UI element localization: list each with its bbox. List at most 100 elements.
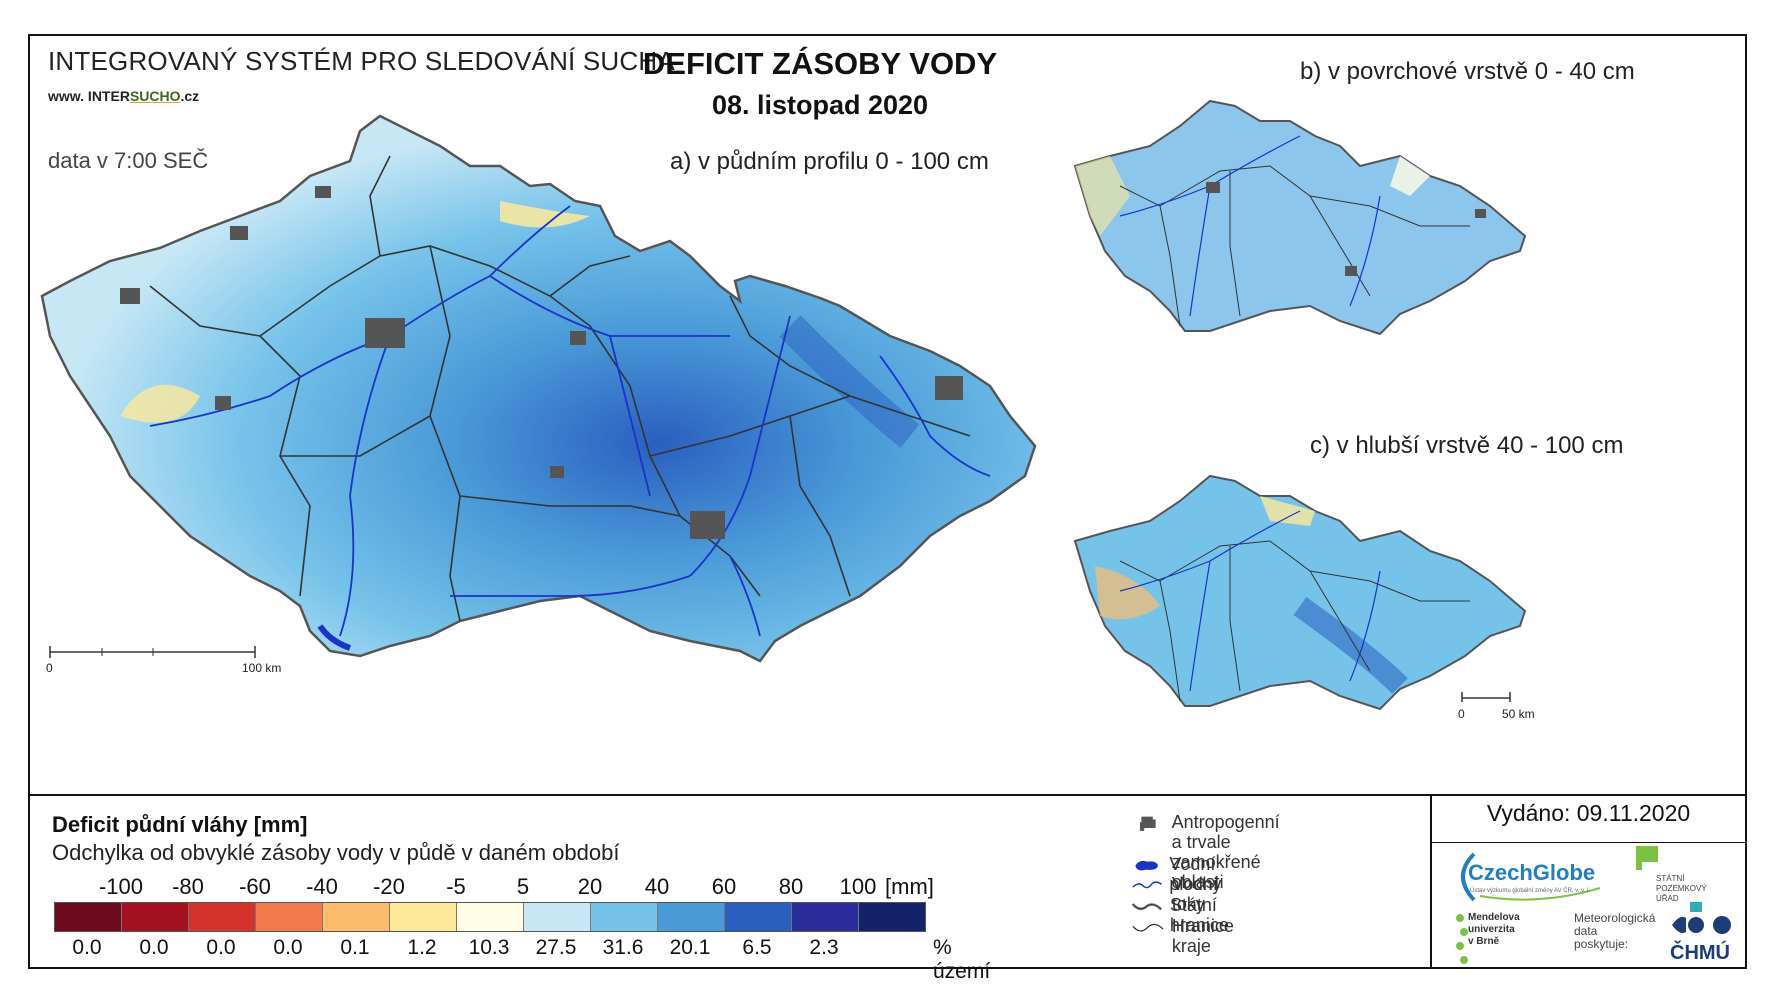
chmu-text: ČHMÚ xyxy=(1670,942,1730,964)
legend-swatch xyxy=(55,903,122,931)
region-border-icon xyxy=(1132,923,1164,932)
legend-percent-value: 31.6 xyxy=(602,936,644,959)
meteo-line3: poskytuje: xyxy=(1574,937,1629,951)
chmu-logo-mark xyxy=(1670,914,1734,941)
legend-river-label: Vodní toky xyxy=(1171,874,1218,914)
legend-percent-value: 0.0 xyxy=(206,936,236,959)
legend-colorbar xyxy=(54,902,926,932)
state-border-icon xyxy=(1131,903,1163,911)
issued-date: Vydáno: 09.11.2020 xyxy=(1486,800,1691,826)
footer-vertical-separator xyxy=(1430,794,1432,969)
legend-percent-value: 0.0 xyxy=(72,936,102,959)
legend-percent-value: 27.5 xyxy=(535,936,577,959)
spu-line1: STÁTNÍ xyxy=(1656,874,1685,883)
spu-accent-icon xyxy=(1690,902,1702,912)
scale-c-start: 0 xyxy=(1458,707,1465,721)
chmu-mark-icon xyxy=(1672,916,1731,934)
legend-swatch xyxy=(457,903,524,931)
legend-percent-value: 1.2 xyxy=(407,936,437,959)
map-a-label: a) v půdním profilu 0 - 100 cm xyxy=(670,148,989,175)
legend-threshold-label: -80 xyxy=(172,874,204,899)
issued-separator xyxy=(1430,842,1745,843)
legend-item-anthropogenic: Antropogenní a trvale zamokřené oblasti xyxy=(1130,812,1294,892)
main-date: 08. listopad 2020 xyxy=(711,90,929,120)
legend-percent-unit: % území xyxy=(933,936,991,983)
meteo-line1: Meteorologická xyxy=(1574,911,1656,925)
legend-swatch xyxy=(323,903,390,931)
legend-state-border-label: Státní hranice xyxy=(1169,895,1229,935)
spu-line3: ÚŘAD xyxy=(1656,894,1679,903)
meteo-line2: data xyxy=(1574,924,1598,938)
data-time: data v 7:00 SEČ xyxy=(48,148,209,173)
czechglobe-subtext: Ústav výzkumu globální změny AV ČR, v. v… xyxy=(1470,888,1591,894)
legend-percent-value: 0.0 xyxy=(273,936,303,959)
legend-item-region-border: Hranice kraje xyxy=(1130,916,1248,956)
legend-title: Deficit půdní vláhy [mm] xyxy=(52,812,308,837)
legend-anthropogenic-line1: Antropogenní a trvale xyxy=(1171,812,1280,852)
legend-threshold-label: -20 xyxy=(373,874,405,899)
map-a: 0 100 km xyxy=(30,36,1230,776)
scale-a-start: 0 xyxy=(46,661,53,675)
legend-threshold-label: 80 xyxy=(778,874,804,899)
legend-swatch xyxy=(256,903,323,931)
map-c-label: c) v hlubší vrstvě 40 - 100 cm xyxy=(1310,432,1624,459)
mendel-university-text: Mendelova univerzita v Brně xyxy=(1468,912,1520,948)
legend-swatch xyxy=(390,903,457,931)
country-outline-a xyxy=(40,114,1037,663)
river-icon xyxy=(1132,881,1162,889)
map-b xyxy=(1070,86,1550,366)
mendel-dots-icon xyxy=(1456,914,1468,964)
legend-threshold-label: -5 xyxy=(446,874,466,899)
legend-item-river: Vodní toky xyxy=(1130,874,1232,914)
anthropogenic-area-icon xyxy=(1139,816,1156,831)
legend-threshold-label: 60 xyxy=(711,874,737,899)
legend-threshold-label: -40 xyxy=(306,874,338,899)
system-name: INTEGROVANÝ SYSTÉM PRO SLEDOVÁNÍ SUCHA xyxy=(48,46,675,76)
legend-swatch xyxy=(591,903,658,931)
water-body-icon xyxy=(1135,860,1158,871)
spu-line2: POZEMKOVÝ xyxy=(1656,884,1707,893)
scale-bar-c: 0 50 km xyxy=(1458,692,1535,721)
legend-percent-value: 0.0 xyxy=(139,936,169,959)
scale-c-end: 50 km xyxy=(1502,707,1535,721)
legend-percent-value: 2.3 xyxy=(809,936,839,959)
legend-threshold-label: 20 xyxy=(577,874,603,899)
web-highlight: SUCHO xyxy=(129,88,181,104)
main-title: DEFICIT ZÁSOBY VODY xyxy=(642,46,998,81)
legend-item-state-border: Státní hranice xyxy=(1130,895,1245,935)
legend-water-body-label: Vodní plochy xyxy=(1169,854,1222,894)
country-outline-b xyxy=(1073,99,1527,336)
scale-a-end: 100 km xyxy=(242,661,281,675)
legend-swatch xyxy=(658,903,725,931)
rivers-a xyxy=(149,205,991,637)
czechglobe-arc-icon xyxy=(1461,852,1601,902)
scale-bar-a: 0 100 km xyxy=(46,646,281,675)
legend-swatch xyxy=(189,903,256,931)
map-b-label: b) v povrchové vrstvě 0 - 40 cm xyxy=(1300,58,1635,85)
map-sheet: INTEGROVANÝ SYSTÉM PRO SLEDOVÁNÍ SUCHA w… xyxy=(28,34,1747,983)
mendel-line1: Mendelova xyxy=(1468,912,1520,923)
legend-threshold-label: 5 xyxy=(516,874,530,899)
meteo-data-text: Meteorologická data poskytuje: xyxy=(1574,912,1655,951)
web-prefix: www. INTER xyxy=(48,88,130,104)
anthropogenic-areas-a xyxy=(120,186,963,539)
legend-threshold-label: 100 xyxy=(839,874,877,899)
mendel-line2: univerzita xyxy=(1468,924,1515,935)
legend-subtitle: Odchylka od obvyklé zásoby vody v půdě v… xyxy=(52,840,620,865)
czechglobe-text: CzechGlobe xyxy=(1468,860,1596,885)
legend-swatch xyxy=(859,903,925,931)
legend-anthropogenic-line2: zamokřené oblasti xyxy=(1171,852,1261,892)
legend-separator xyxy=(30,794,1745,796)
mendel-line3: v Brně xyxy=(1468,936,1500,947)
legend-item-water-body: Vodní plochy xyxy=(1130,854,1238,894)
region-borders-a xyxy=(149,155,971,622)
website-link[interactable]: www. INTERSUCHO.cz xyxy=(48,88,199,104)
legend-swatch xyxy=(122,903,189,931)
legend-percent-value: 20.1 xyxy=(669,936,711,959)
legend-swatch xyxy=(725,903,792,931)
legend-region-border-label: Hranice kraje xyxy=(1171,916,1234,956)
map-c: 0 50 km xyxy=(1070,466,1550,736)
czechglobe-logo: CzechGlobe Ústav výzkumu globální změny … xyxy=(1450,848,1610,904)
legend-threshold-label: 40 xyxy=(644,874,670,899)
legend-percent-value: 6.5 xyxy=(742,936,772,959)
